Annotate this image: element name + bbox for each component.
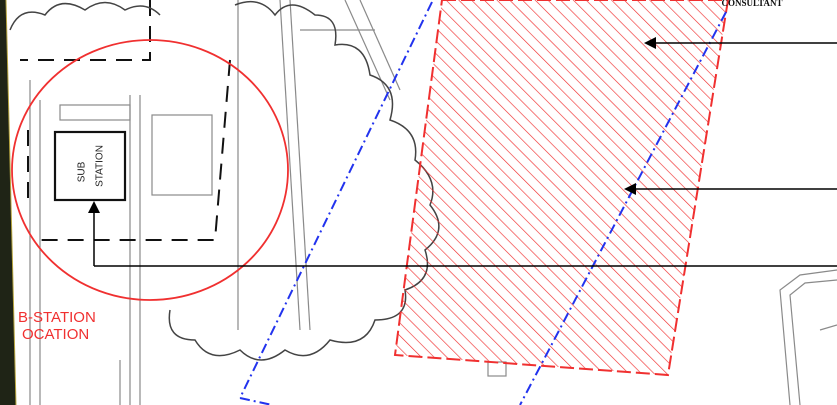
dashed-boundary — [20, 0, 231, 241]
tree-cloud-top — [9, 1, 161, 31]
leader-lines — [88, 37, 837, 267]
consultant-label: CONSULTANT — [721, 0, 782, 8]
blue-lines — [239, 1, 727, 405]
substation-label: SUB — [77, 161, 88, 182]
left-edge — [0, 0, 16, 405]
location-label: B-STATION — [18, 309, 96, 326]
zone-circle — [11, 39, 289, 301]
left-edge-line — [5, 0, 17, 405]
substation-label: STATION — [95, 145, 106, 187]
building-outlines — [29, 0, 837, 405]
hatched-area — [393, 0, 730, 377]
location-label: OCATION — [22, 326, 89, 343]
substation-box — [53, 130, 127, 202]
